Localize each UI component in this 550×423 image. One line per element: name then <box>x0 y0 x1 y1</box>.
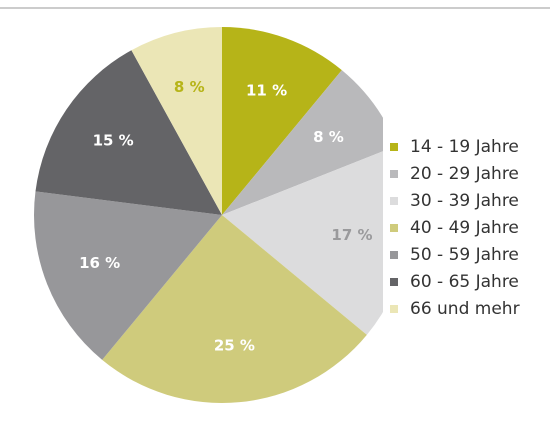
legend-swatch <box>390 143 398 151</box>
legend-label: 20 - 29 Jahre <box>410 164 519 184</box>
data-label: 16 % <box>79 254 120 272</box>
pie-slice <box>102 215 367 403</box>
data-label: 25 % <box>214 337 255 355</box>
pie-slice <box>35 50 222 215</box>
pie-slice <box>222 27 342 215</box>
legend-label: 50 - 59 Jahre <box>410 245 519 265</box>
pie-slice <box>222 145 410 335</box>
pie-slice <box>34 191 222 360</box>
data-label: 8 % <box>313 128 344 146</box>
legend-swatch <box>390 278 398 286</box>
legend-swatch <box>390 305 398 313</box>
legend-label: 14 - 19 Jahre <box>410 137 519 157</box>
data-label: 11 % <box>246 82 287 100</box>
legend-label: 60 - 65 Jahre <box>410 272 519 292</box>
legend-label: 30 - 39 Jahre <box>410 191 519 211</box>
legend-swatch <box>390 170 398 178</box>
pie-slice <box>131 27 222 215</box>
legend-box <box>383 118 550 346</box>
legend-label: 40 - 49 Jahre <box>410 218 519 238</box>
data-label: 8 % <box>174 78 205 96</box>
data-label: 15 % <box>93 132 134 150</box>
legend-swatch <box>390 224 398 232</box>
pie-slice <box>222 70 397 215</box>
legend-swatch <box>390 197 398 205</box>
legend-label: 66 und mehr <box>410 299 520 319</box>
legend-swatch <box>390 251 398 259</box>
data-label: 17 % <box>331 226 372 244</box>
